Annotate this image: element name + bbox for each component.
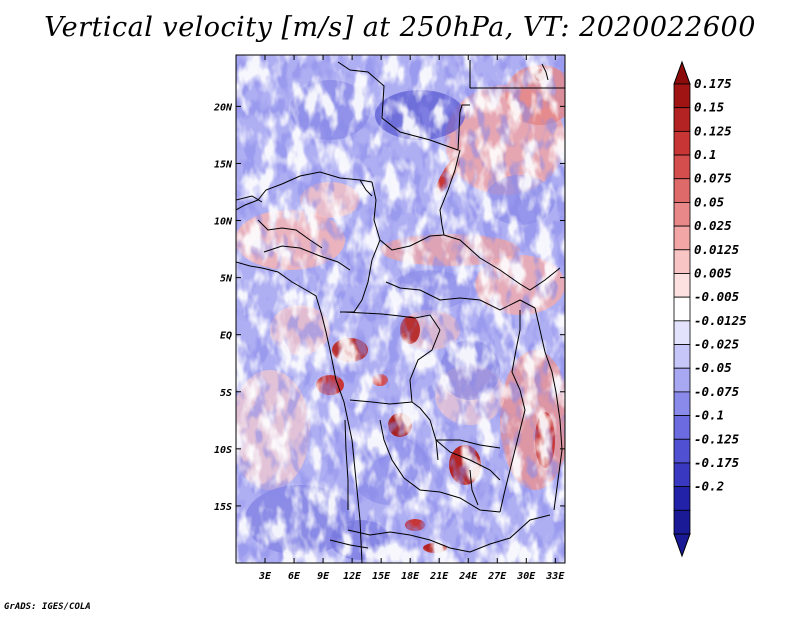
colorbar-segment-7 — [673, 249, 691, 274]
colorbar-segment-6 — [673, 225, 691, 251]
y-tick-label: EQ — [220, 331, 232, 342]
colorbar-segment-9 — [673, 296, 691, 322]
x-tick-label: 33E — [545, 571, 565, 582]
colorbar-segment-5 — [673, 202, 691, 227]
colorbar-segment-11 — [673, 344, 691, 369]
colorbar-segment-14 — [673, 415, 691, 440]
colorbar-label: -0.075 — [694, 384, 740, 399]
colorbar-segment-0 — [673, 83, 691, 109]
y-tick-label: 10S — [214, 445, 232, 456]
colorbar-segment-15 — [673, 438, 691, 464]
x-tick-label: 24E — [458, 571, 478, 582]
velocity-field — [236, 55, 565, 563]
colorbar-segment-3 — [673, 154, 691, 180]
colorbar: 0.175 0.15 0.125 0.1 0.075 0.05 0.025 0.0125 0.0… — [673, 60, 747, 558]
colorbar-label: 0.075 — [694, 171, 732, 186]
map-frame — [235, 54, 566, 564]
x-tick-label: 21E — [429, 571, 449, 582]
y-axis: 20N 15N 10N 5N EQ 5S 10S 15S — [213, 102, 565, 513]
colorbar-label: 0.025 — [694, 218, 732, 233]
y-tick-label: 10N — [214, 217, 233, 228]
colorbar-label: 0.005 — [694, 265, 732, 280]
colorbar-segment-10 — [673, 320, 691, 345]
colorbar-label: -0.025 — [694, 337, 740, 352]
colorbar-segment-12 — [673, 367, 691, 393]
colorbar-bottom-triangle — [673, 533, 691, 558]
colorbar-label: -0.1 — [694, 408, 724, 423]
x-tick-label: 18E — [401, 571, 420, 582]
colorbar-segment-13 — [673, 391, 691, 416]
y-tick-label: 5N — [220, 274, 233, 285]
colorbar-segment-2 — [673, 130, 691, 156]
x-tick-label: 27E — [487, 571, 507, 582]
x-axis: 3E 6E 9E 12E 15E 18E 21E 24E 27E 30E 33E — [258, 55, 565, 582]
colorbar-top-triangle — [673, 60, 691, 85]
colorbar-segment-8 — [673, 273, 691, 298]
colorbar-segment-18 — [673, 509, 691, 535]
colorbar-segment-16 — [673, 462, 691, 488]
y-tick-label: 5S — [220, 388, 232, 399]
colorbar-label: -0.175 — [694, 455, 740, 470]
colorbar-label: -0.0125 — [694, 313, 747, 328]
colorbar-label: -0.005 — [694, 289, 740, 304]
x-tick-label: 6E — [288, 571, 301, 582]
x-tick-label: 15E — [372, 571, 391, 582]
grads-credit: GrADS: IGES/COLA — [4, 602, 91, 612]
colorbar-label: 0.0125 — [694, 242, 740, 257]
x-tick-label: 12E — [343, 571, 362, 582]
y-tick-label: 15N — [214, 159, 233, 170]
colorbar-label: -0.2 — [694, 479, 724, 494]
x-tick-label: 9E — [317, 571, 330, 582]
colorbar-segment-4 — [673, 178, 691, 203]
y-tick-label: 20N — [213, 102, 233, 113]
colorbar-label: 0.125 — [694, 123, 732, 138]
x-tick-label: 3E — [258, 571, 272, 582]
country-borders — [236, 60, 565, 563]
y-tick-label: 15S — [214, 502, 232, 513]
colorbar-label: -0.05 — [694, 360, 732, 375]
colorbar-label: 0.15 — [694, 100, 725, 115]
colorbar-segment-17 — [673, 486, 691, 511]
colorbar-segment-1 — [673, 107, 691, 132]
x-tick-label: 30E — [516, 571, 536, 582]
colorbar-label: 0.175 — [694, 76, 732, 91]
chart-title: Vertical velocity [m/s] at 250hPa, VT: 2… — [44, 12, 756, 43]
colorbar-label: -0.125 — [694, 431, 740, 446]
colorbar-label: 0.1 — [694, 147, 717, 162]
colorbar-label: 0.05 — [694, 194, 725, 209]
